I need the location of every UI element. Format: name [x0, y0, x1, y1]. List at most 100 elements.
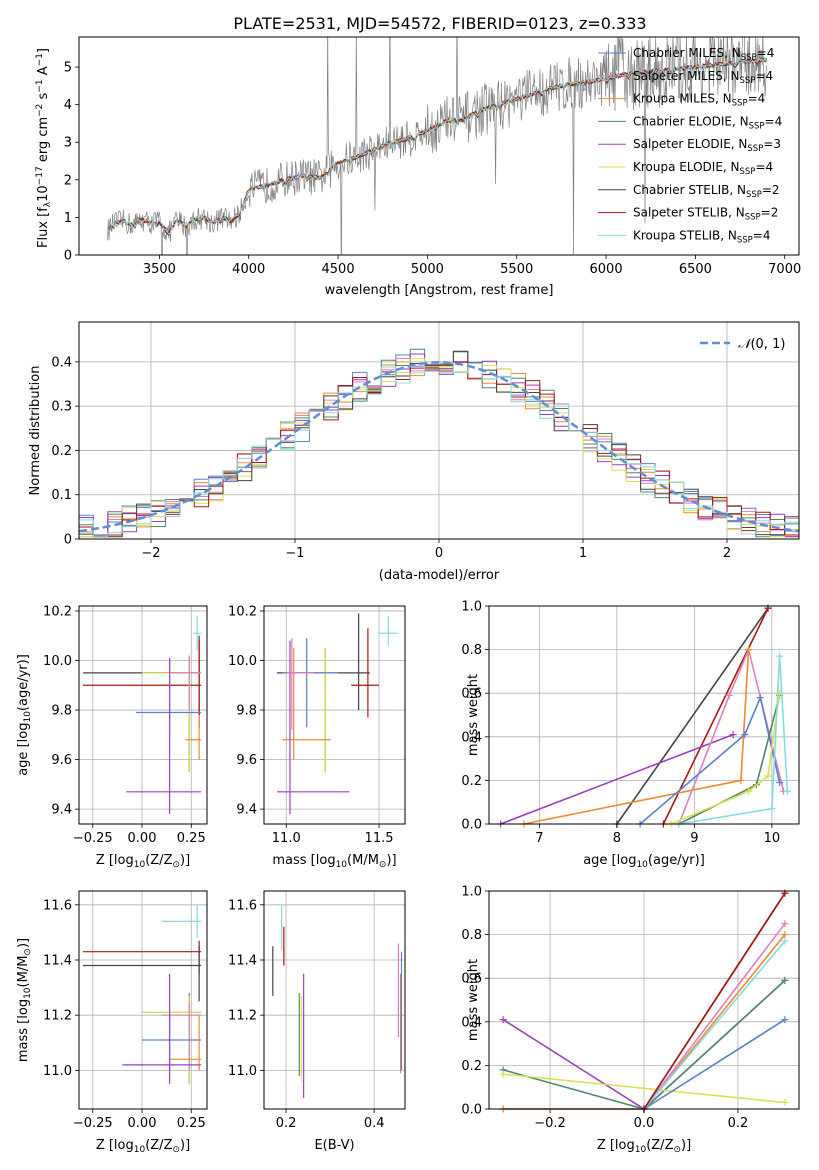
mass-vs-z-panel: −0.25 0.00 0.25 11.0 11.2 11.4 11.6 Z [log10(Z/…	[16, 890, 208, 1155]
y-tick-label: 0.4	[461, 1015, 482, 1030]
data-point-marker	[768, 805, 776, 813]
y-tick-label: 0.0	[461, 818, 482, 833]
data-point-marker	[729, 731, 737, 739]
y-tick-label: 1.0	[461, 600, 482, 615]
x-tick-label: 1	[579, 546, 587, 561]
x-tick-label: 3500	[143, 262, 176, 277]
y-tick-label: 9.8	[51, 704, 72, 719]
y-tick-label: 0.2	[461, 774, 482, 789]
error-bar-point-kroupa-miles	[282, 648, 331, 760]
y-tick-label: 9.6	[51, 753, 72, 768]
series-line-chabrier-stelib	[616, 607, 769, 825]
y-tick-label: 0.8	[461, 643, 482, 658]
mass-weight-vs-z-panel: −0.2 0.0 0.2 0.0 0.2 0.4 0.6 0.8 1.0 Z [log10(Z/Z…	[461, 885, 800, 1155]
y-tick-label: 0.8	[461, 928, 482, 943]
error-bar-point-chabrier-stelib	[82, 946, 202, 1002]
y-tick-label: 11.6	[43, 898, 72, 913]
model-line-kroupa-stelib	[107, 56, 768, 235]
y-tick-label: 10.0	[43, 654, 72, 669]
x-tick-label: 0.25	[177, 831, 206, 846]
y-tick-label: 1.0	[461, 885, 482, 900]
y-axis-label: Flux [fλ10−17 erg cm−2 s−1 A−1]	[35, 48, 53, 248]
y-tick-label: 0.0	[461, 1103, 482, 1118]
series-line-salpeter-stelib	[662, 607, 769, 825]
legend-entry-label: Salpeter ELODIE, NSSP=3	[633, 137, 781, 154]
y-tick-label: 10.2	[43, 604, 72, 619]
error-bar-point-kroupa-miles	[185, 715, 202, 760]
x-tick-label: 4500	[322, 262, 355, 277]
residuals-legend: 𝒩(0, 1)	[700, 337, 785, 352]
error-bar-point-kroupa-stelib	[379, 615, 398, 646]
series-line-kroupa-elodie	[670, 693, 781, 825]
y-tick-label: 3	[64, 136, 72, 151]
y-tick-label: 9.8	[236, 704, 257, 719]
y-tick-label: 0	[64, 533, 72, 548]
error-bar-point-salpeter-elodie	[126, 658, 202, 815]
error-bar-point-salpeter-stelib	[351, 628, 380, 718]
mass-weight-vs-age-panel: 7 8 9 10 0.0 0.2 0.4 0.6 0.8 1.0 age [log10(age/yr…	[461, 600, 800, 870]
y-axis-label: age [log10(age/yr)]	[16, 654, 33, 776]
x-axis-label: age [log10(age/yr)]	[583, 853, 705, 870]
data-point-marker	[764, 772, 772, 780]
y-tick-label: 1	[64, 211, 72, 226]
legend-entry-label: Chabrier STELIB, NSSP=2	[633, 183, 780, 200]
figure-title: PLATE=2531, MJD=54572, FIBERID=0123, z=0…	[233, 14, 646, 33]
y-tick-label: 11.4	[228, 953, 257, 968]
x-tick-label: 5000	[411, 262, 444, 277]
x-axis-label: (data-model)/error	[379, 568, 500, 583]
legend-entry-label: Kroupa STELIB, NSSP=4	[633, 228, 771, 245]
y-tick-label: 0.4	[461, 730, 482, 745]
y-tick-label: 0	[64, 249, 72, 264]
data-point-marker	[781, 937, 789, 945]
data-point-marker	[783, 787, 791, 795]
y-tick-label: 9.4	[51, 803, 72, 818]
data-point-marker	[776, 779, 784, 787]
series-line-salpeter-elodie	[500, 733, 734, 825]
data-point-marker	[781, 1016, 789, 1024]
error-bar-point-salpeter-miles	[169, 655, 202, 711]
series-line-salpeter-stelib	[643, 892, 786, 1110]
data-point-marker	[781, 976, 789, 984]
x-tick-label: −2	[141, 546, 160, 561]
x-tick-label: 0.4	[364, 1116, 385, 1131]
x-axis-label: Z [log10(Z/Z⊙)]	[96, 853, 190, 870]
x-tick-label: 0.2	[728, 1116, 749, 1131]
y-tick-label: 5	[64, 61, 72, 76]
mass-vs-ebv-panel: 0.2 0.4 11.0 11.2 11.4 11.6 E(B-V)	[228, 890, 406, 1153]
x-tick-label: 8	[613, 831, 621, 846]
error-bar-point-salpeter-elodie	[122, 973, 202, 1085]
x-axis-label: Z [log10(Z/Z⊙)]	[597, 1138, 691, 1155]
y-tick-label: 0.4	[51, 355, 72, 370]
series-line-kroupa-stelib	[643, 940, 786, 1110]
series-line-kroupa-stelib	[678, 656, 789, 825]
x-tick-label: 0.00	[128, 1116, 157, 1131]
x-axis-label: wavelength [Angstrom, rest frame]	[325, 283, 554, 298]
residuals-panel: −2 −1 0 1 2 0 0.1 0.2 0.3 0.4 𝒩(0, 1) (data-model)/…	[28, 321, 800, 583]
x-tick-label: 7000	[768, 262, 801, 277]
error-bar-point-kroupa-stelib	[161, 904, 202, 938]
legend-entry-label: Chabrier MILES, NSSP=4	[633, 46, 774, 63]
data-point-marker	[725, 691, 733, 699]
spectrum-panel: 3500 4000 4500 5000 5500 6000 6500 7000 0 1 2 3 4 5 Ch…	[35, 36, 801, 298]
error-bar-point-salpeter-elodie	[276, 640, 350, 815]
age-vs-z-panel: −0.25 0.00 0.25 9.4 9.6 9.8 10.0 10.2 Z [log10(Z…	[16, 604, 208, 870]
x-tick-label: −0.2	[534, 1116, 566, 1131]
y-tick-label: 0.6	[461, 972, 482, 987]
age-vs-mass-panel: 11.0 11.5 9.4 9.6 9.8 10.0 10.2 mass [log10(M/M…	[228, 604, 406, 870]
y-tick-label: 11.0	[43, 1064, 72, 1079]
x-tick-label: −0.25	[73, 831, 113, 846]
legend-entry-label: Salpeter MILES, NSSP=4	[633, 69, 773, 86]
error-bar-point-salpeter-miles	[286, 638, 315, 730]
y-tick-label: 11.2	[43, 1009, 72, 1024]
x-tick-label: 7	[535, 831, 543, 846]
x-axis-label: E(B-V)	[314, 1138, 354, 1153]
y-axis-label: mass weight	[466, 959, 481, 1041]
y-tick-label: 0.2	[51, 444, 72, 459]
x-tick-label: 0	[435, 546, 443, 561]
data-point-marker	[741, 731, 749, 739]
y-tick-label: 4	[64, 98, 72, 113]
y-tick-label: 2	[64, 173, 72, 188]
data-point-marker	[737, 776, 745, 784]
y-axis-label: mass [log10(M/M⊙)]	[16, 938, 33, 1062]
